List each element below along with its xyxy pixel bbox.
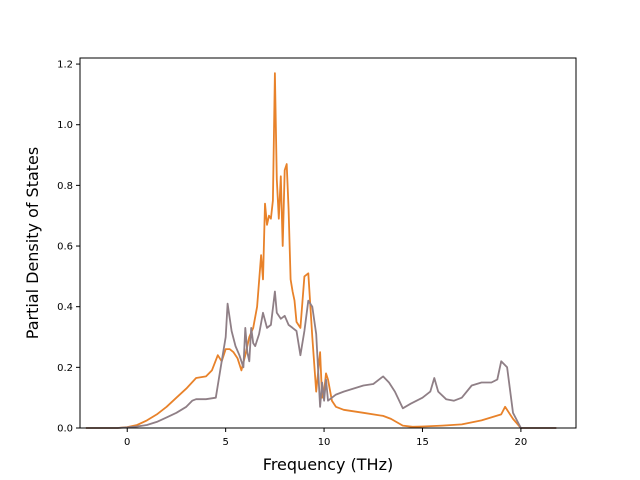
y-axis-ticks: 0.0 0.2 0.4 0.6 0.8 1.0 1.2	[57, 60, 80, 435]
x-tick-label: 20	[515, 437, 528, 448]
plot-frame	[79, 57, 577, 429]
x-tick-label: 5	[222, 437, 228, 448]
y-tick-label: 0.4	[57, 302, 73, 313]
x-tick-label: 0	[124, 437, 130, 448]
series-line-2	[85, 290, 557, 429]
y-tick-label: 0.6	[57, 242, 73, 253]
y-axis-title: Partial Density of States	[23, 147, 42, 339]
y-tick-label: 0.2	[57, 363, 73, 374]
x-tick-label: 10	[318, 437, 331, 448]
x-tick-label: 15	[416, 437, 429, 448]
x-axis-ticks: 0 5 10 15 20	[124, 428, 527, 448]
x-axis-title: Frequency (THz)	[263, 455, 393, 474]
series-layer	[85, 72, 557, 429]
y-tick-label: 1.0	[57, 120, 73, 131]
y-tick-label: 0.8	[57, 181, 73, 192]
series-line-1	[85, 72, 557, 429]
y-tick-label: 0.0	[57, 424, 73, 435]
y-tick-label: 1.2	[57, 60, 73, 71]
